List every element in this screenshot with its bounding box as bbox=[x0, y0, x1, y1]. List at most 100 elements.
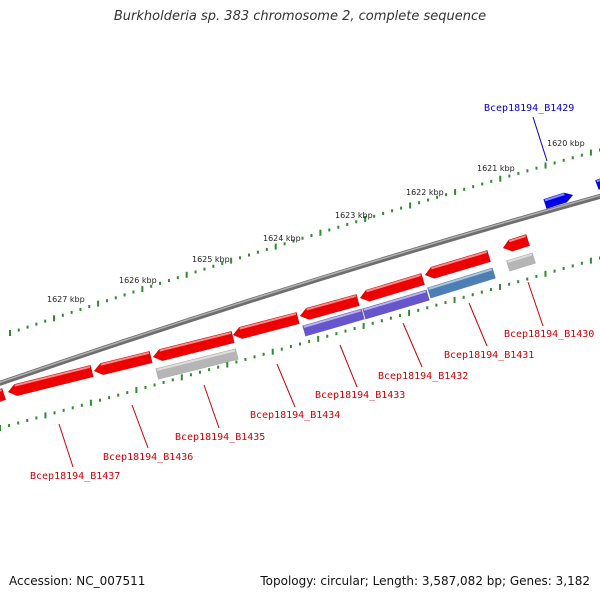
inner-ring-tick bbox=[380, 319, 383, 323]
gene-b1431-arrow-shine bbox=[431, 251, 488, 270]
kbp-label-1621: 1621 kbp bbox=[477, 164, 515, 173]
outer-ring-tick bbox=[382, 212, 385, 216]
outer-ring-tick bbox=[167, 279, 170, 283]
gene-label-b1435[interactable]: Bcep18194_B1435 bbox=[175, 432, 265, 443]
outer-ring-tick bbox=[427, 198, 430, 202]
outer-ring-tick bbox=[212, 264, 215, 268]
gene-b1432-arrow bbox=[359, 272, 426, 302]
inner-ring-tick bbox=[417, 308, 420, 312]
backbone-highlight bbox=[0, 194, 600, 384]
page-title: Burkholderia sp. 383 chromosome 2, compl… bbox=[113, 9, 487, 24]
outer-ring-tick bbox=[337, 225, 340, 229]
leader-b1436 bbox=[131, 404, 149, 449]
inner-ring-tick bbox=[453, 296, 456, 303]
gene-b1430-arrow-shine bbox=[508, 235, 526, 243]
outer-ring-tick bbox=[141, 286, 144, 293]
kbp-label-1627: 1627 kbp bbox=[47, 295, 85, 304]
inner-ring-tick bbox=[271, 348, 274, 355]
feature-b1435-box bbox=[155, 348, 239, 380]
inner-ring-tick bbox=[26, 418, 29, 422]
gene-b1436-arrow-shine bbox=[100, 351, 150, 366]
gene-label-b1434[interactable]: Bcep18194_B1434 bbox=[250, 410, 340, 421]
gene-b1437-tail-shine bbox=[0, 389, 2, 392]
outer-ring-tick bbox=[265, 247, 268, 251]
inner-ring-tick bbox=[262, 352, 265, 356]
outer-ring-tick bbox=[203, 267, 206, 271]
outer-ring-tick bbox=[310, 233, 313, 237]
inner-tick-ring bbox=[0, 256, 600, 431]
inner-ring-tick bbox=[371, 321, 374, 325]
inner-ring-tick bbox=[535, 274, 538, 278]
inner-ring-tick bbox=[235, 360, 238, 364]
inner-ring-tick bbox=[89, 399, 92, 406]
outer-ring-tick bbox=[239, 256, 242, 260]
gene-b1437-arrow-shine bbox=[14, 365, 91, 387]
gene-label-b1436[interactable]: Bcep18194_B1436 bbox=[103, 452, 193, 463]
gene-label-b1431[interactable]: Bcep18194_B1431 bbox=[444, 350, 534, 361]
inner-ring-tick bbox=[162, 380, 165, 384]
leader-b1433 bbox=[339, 344, 358, 388]
kbp-label-1624: 1624 kbp bbox=[263, 234, 301, 243]
outer-ring-tick bbox=[580, 153, 583, 157]
outer-ring-tick bbox=[132, 290, 135, 294]
inner-ring-tick bbox=[8, 423, 11, 427]
inner-ring-tick bbox=[17, 421, 20, 425]
inner-ring-tick bbox=[553, 269, 556, 273]
inner-ring-tick bbox=[389, 316, 392, 320]
inner-ring-tick bbox=[571, 264, 574, 268]
kbp-labels: 1620 kbp 1621 kbp 1622 kbp 1623 kbp 1624… bbox=[47, 139, 585, 304]
outer-ring-tick bbox=[454, 188, 457, 195]
outer-ring-tick bbox=[176, 276, 179, 280]
gene-label-b1433[interactable]: Bcep18194_B1433 bbox=[315, 390, 405, 401]
inner-ring-tick bbox=[71, 406, 74, 410]
outer-ring-tick bbox=[499, 175, 502, 182]
outer-tick-ring bbox=[9, 148, 600, 336]
inner-ring-tick bbox=[580, 261, 583, 265]
inner-ring-tick bbox=[99, 398, 101, 402]
outer-ring-tick bbox=[159, 281, 162, 285]
inner-ring-tick bbox=[480, 290, 483, 294]
gene-b1434-arrow-shine bbox=[239, 312, 297, 330]
inner-ring-tick bbox=[353, 327, 356, 331]
outer-ring-tick bbox=[508, 174, 511, 178]
outer-ring-tick bbox=[589, 149, 592, 156]
gene-labels: Bcep18194_B1429 Bcep18194_B1430 Bcep1819… bbox=[30, 103, 594, 482]
backbone-line bbox=[0, 193, 600, 386]
inner-ring-tick bbox=[253, 355, 256, 359]
outer-ring-tick bbox=[544, 162, 547, 169]
inner-ring-tick bbox=[317, 335, 320, 342]
gene-label-b1437[interactable]: Bcep18194_B1437 bbox=[30, 471, 120, 482]
outer-ring-tick bbox=[79, 307, 82, 311]
kbp-label-1620: 1620 kbp bbox=[547, 139, 585, 148]
leader-b1429 bbox=[532, 116, 548, 162]
gene-b1432-arrow-shine bbox=[366, 274, 422, 293]
inner-ring-tick bbox=[362, 322, 365, 329]
gene-label-b1429[interactable]: Bcep18194_B1429 bbox=[484, 103, 574, 114]
inner-ring-tick bbox=[108, 396, 111, 400]
topology-summary: Topology: circular; Length: 3,587,082 bp… bbox=[260, 574, 590, 588]
inner-ring-tick bbox=[171, 378, 174, 382]
inner-ring-tick bbox=[226, 361, 229, 368]
feature-b1433-box bbox=[302, 308, 365, 337]
gene-b1431-arrow bbox=[424, 249, 492, 279]
outer-ring-tick bbox=[256, 250, 259, 254]
feature-b1431-box bbox=[427, 267, 496, 299]
gene-label-b1430[interactable]: Bcep18194_B1430 bbox=[504, 329, 594, 340]
outer-ring-tick bbox=[418, 201, 421, 205]
outer-ring-tick bbox=[194, 270, 197, 274]
outer-ring-tick bbox=[436, 195, 439, 199]
outer-ring-tick bbox=[52, 315, 55, 322]
outer-ring-tick bbox=[105, 299, 108, 303]
feature-b1432-box bbox=[362, 289, 430, 320]
inner-ring-tick bbox=[280, 347, 283, 351]
gene-label-b1432[interactable]: Bcep18194_B1432 bbox=[378, 371, 468, 382]
outer-ring-tick bbox=[185, 271, 188, 278]
outer-ring-tick bbox=[364, 215, 367, 222]
inner-ring-tick bbox=[189, 373, 192, 377]
gene-b1435-arrow-shine bbox=[159, 331, 232, 352]
outer-ring-tick bbox=[114, 296, 117, 300]
gene-b1433-arrow bbox=[299, 293, 360, 320]
gene-partial-arrow-shine bbox=[596, 179, 600, 183]
feature-b1435-box-shine bbox=[156, 349, 236, 371]
